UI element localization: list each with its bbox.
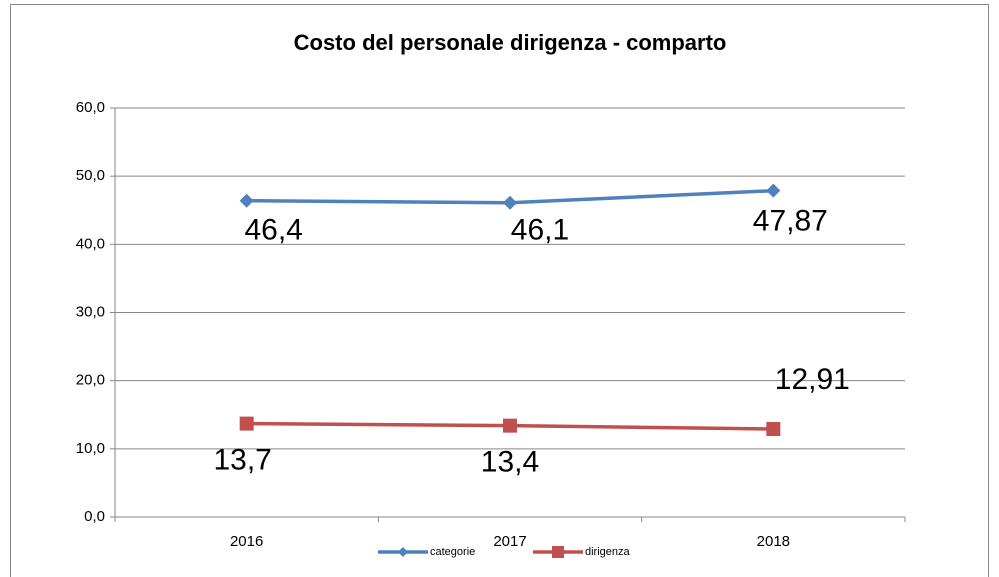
y-tick-label: 40,0: [76, 235, 105, 252]
marker: [503, 418, 517, 433]
y-tick-label: 0,0: [84, 508, 105, 525]
legend-marker: [398, 547, 408, 557]
x-tick-label: 2018: [757, 533, 790, 550]
data-label: 12,91: [775, 363, 850, 396]
data-label: 13,4: [481, 446, 539, 479]
y-tick-label: 50,0: [76, 167, 105, 184]
y-tick-label: 30,0: [76, 303, 105, 320]
x-tick-label: 2017: [493, 533, 526, 550]
data-label: 13,7: [213, 444, 271, 477]
legend-label: categorie: [430, 546, 475, 558]
data-label: 47,87: [753, 205, 828, 238]
marker: [766, 183, 781, 198]
y-tick-label: 10,0: [76, 440, 105, 457]
marker: [239, 193, 254, 208]
x-tick-label: 2016: [230, 533, 263, 550]
data-label: 46,4: [244, 214, 302, 247]
y-tick-label: 60,0: [76, 99, 105, 116]
y-tick-label: 20,0: [76, 372, 105, 389]
chart-title: Costo del personale dirigenza - comparto: [294, 30, 727, 55]
marker: [239, 416, 254, 431]
marker: [503, 195, 517, 210]
marker: [766, 421, 781, 436]
legend-marker: [552, 546, 564, 558]
data-label: 46,1: [511, 214, 569, 247]
chart-border: [10, 4, 989, 577]
legend-label: dirigenza: [585, 546, 631, 558]
